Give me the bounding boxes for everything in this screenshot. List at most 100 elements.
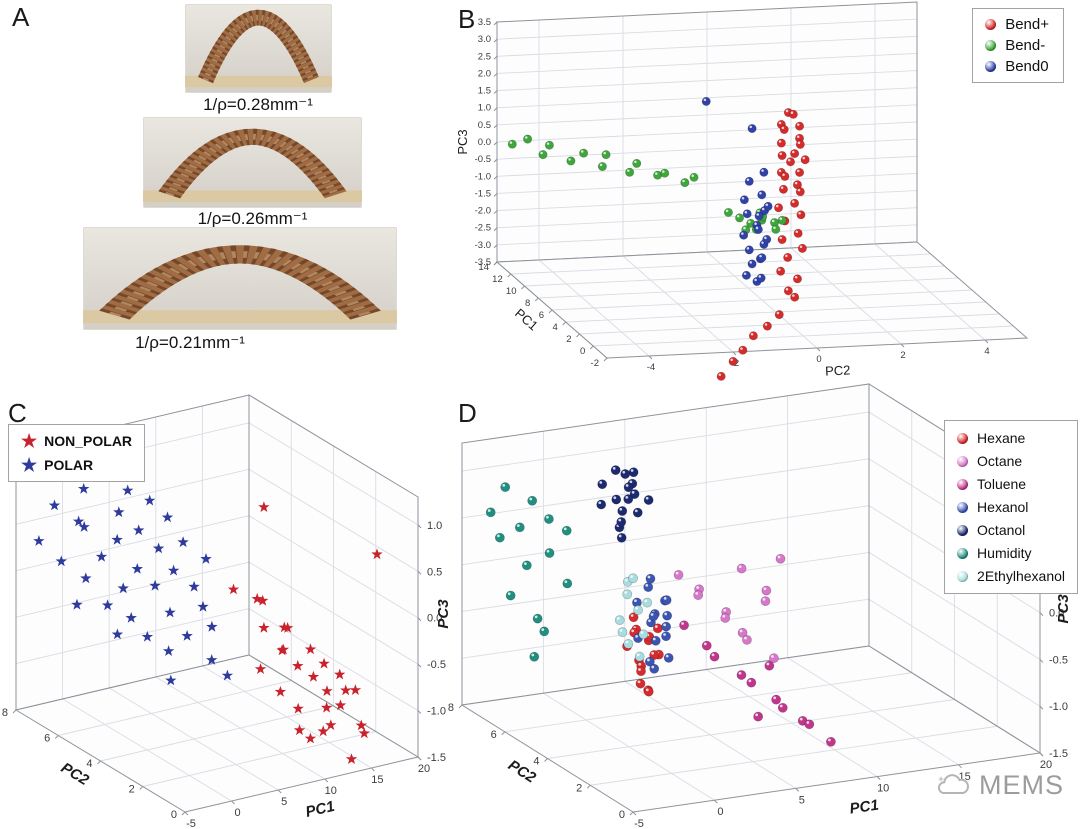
tick-label: -1.5 — [427, 752, 446, 764]
tick-label: -4 — [647, 362, 655, 373]
data-point — [783, 252, 793, 262]
panel-a-label: A — [12, 2, 30, 32]
data-point — [623, 494, 634, 505]
data-point-highlight — [703, 98, 707, 102]
sphere-marker-icon — [957, 547, 969, 559]
data-point-highlight — [618, 518, 622, 522]
data-point-highlight — [738, 565, 742, 569]
legend-item-Hexanol: Hexanol — [957, 499, 1065, 515]
data-point-highlight — [563, 527, 567, 531]
data-point-highlight — [828, 738, 831, 742]
data-point-highlight — [618, 534, 622, 538]
data-point — [775, 553, 786, 564]
data-point-highlight — [806, 721, 810, 724]
data-point — [80, 572, 92, 584]
data-point — [709, 651, 720, 662]
panel-c: C -5 0 5 10 15 20 8 6 4 2 0 1.0 0.5 0.0 -0.5 -1.0 -1.5 PC… — [0, 392, 452, 829]
bent-film-illustration — [143, 128, 362, 203]
data-point-highlight — [651, 665, 655, 669]
data-point — [292, 702, 304, 714]
photo-bend-0-28 — [185, 4, 332, 93]
data-point — [181, 630, 193, 641]
data-point-highlight — [739, 629, 743, 633]
data-point — [742, 209, 752, 219]
data-point-highlight — [675, 571, 679, 575]
data-point — [693, 590, 704, 601]
legend-item-Bend+: Bend+ — [985, 16, 1049, 33]
tick-label: -5 — [634, 818, 644, 829]
legend-item-Octanol: Octanol — [957, 522, 1065, 538]
data-point — [689, 172, 699, 182]
data-point — [355, 719, 367, 731]
tick-label: 2 — [576, 782, 582, 794]
series-Humidity — [485, 482, 573, 662]
data-point — [777, 215, 787, 225]
data-point-highlight — [629, 480, 633, 484]
data-point-highlight — [546, 515, 549, 519]
data-point-highlight — [540, 151, 543, 155]
data-point — [95, 550, 108, 562]
data-point — [133, 524, 145, 536]
series-Hexanol — [632, 573, 674, 674]
data-point — [111, 533, 123, 545]
data-point-highlight — [778, 169, 782, 173]
data-point — [523, 134, 533, 144]
data-point — [746, 677, 757, 688]
data-point-highlight — [625, 640, 629, 644]
tick-label: 5 — [281, 796, 287, 808]
data-point-highlight — [778, 121, 782, 125]
data-point — [753, 225, 763, 235]
data-point — [320, 701, 333, 713]
data-point — [197, 600, 209, 612]
data-point-highlight — [761, 169, 764, 172]
tick-label: 0 — [235, 807, 241, 819]
panel-d-label: D — [458, 398, 477, 428]
data-point-highlight — [662, 170, 665, 173]
tick-label: 0 — [816, 354, 821, 365]
tick-label: 0 — [580, 346, 585, 357]
data-point-highlight — [664, 612, 668, 616]
data-point — [131, 563, 143, 574]
data-point — [538, 150, 548, 160]
data-point — [616, 517, 627, 527]
data-point — [162, 645, 175, 656]
data-point — [161, 511, 174, 523]
data-point — [777, 235, 787, 245]
data-point — [777, 151, 787, 161]
data-point-highlight — [792, 200, 795, 203]
data-point — [597, 162, 607, 172]
data-point-highlight — [802, 156, 806, 160]
tick-label: 2.0 — [478, 68, 491, 79]
data-point — [321, 685, 333, 696]
tick-label: 8 — [2, 707, 8, 719]
data-point — [764, 660, 775, 671]
data-point-highlight — [748, 679, 752, 683]
data-point-highlight — [723, 608, 727, 612]
data-point — [304, 643, 317, 655]
series-Bend+ — [716, 108, 810, 381]
data-point-highlight — [779, 236, 783, 240]
data-point — [258, 621, 270, 633]
tick-label: 1.0 — [427, 520, 442, 532]
legend-label: NON_POLAR — [44, 433, 133, 449]
tick-label: -1.5 — [475, 188, 491, 199]
data-point-highlight — [785, 254, 788, 258]
data-point — [645, 573, 656, 584]
mesh-texture — [158, 128, 347, 199]
data-point-highlight — [636, 653, 640, 657]
tick-label: 10 — [877, 783, 889, 795]
sphere-marker-icon — [985, 61, 997, 72]
data-point — [544, 140, 554, 150]
curvature-caption-2: 1/ρ=0.26mm⁻¹ — [197, 209, 308, 228]
data-point — [774, 203, 784, 213]
data-point — [544, 514, 554, 524]
data-point — [720, 613, 731, 623]
data-point-highlight — [703, 642, 707, 646]
data-point — [795, 167, 805, 177]
data-point-highlight — [681, 622, 684, 625]
data-point — [649, 663, 660, 674]
tick-label: 4 — [552, 322, 557, 333]
legend-label: Bend+ — [1005, 16, 1049, 33]
